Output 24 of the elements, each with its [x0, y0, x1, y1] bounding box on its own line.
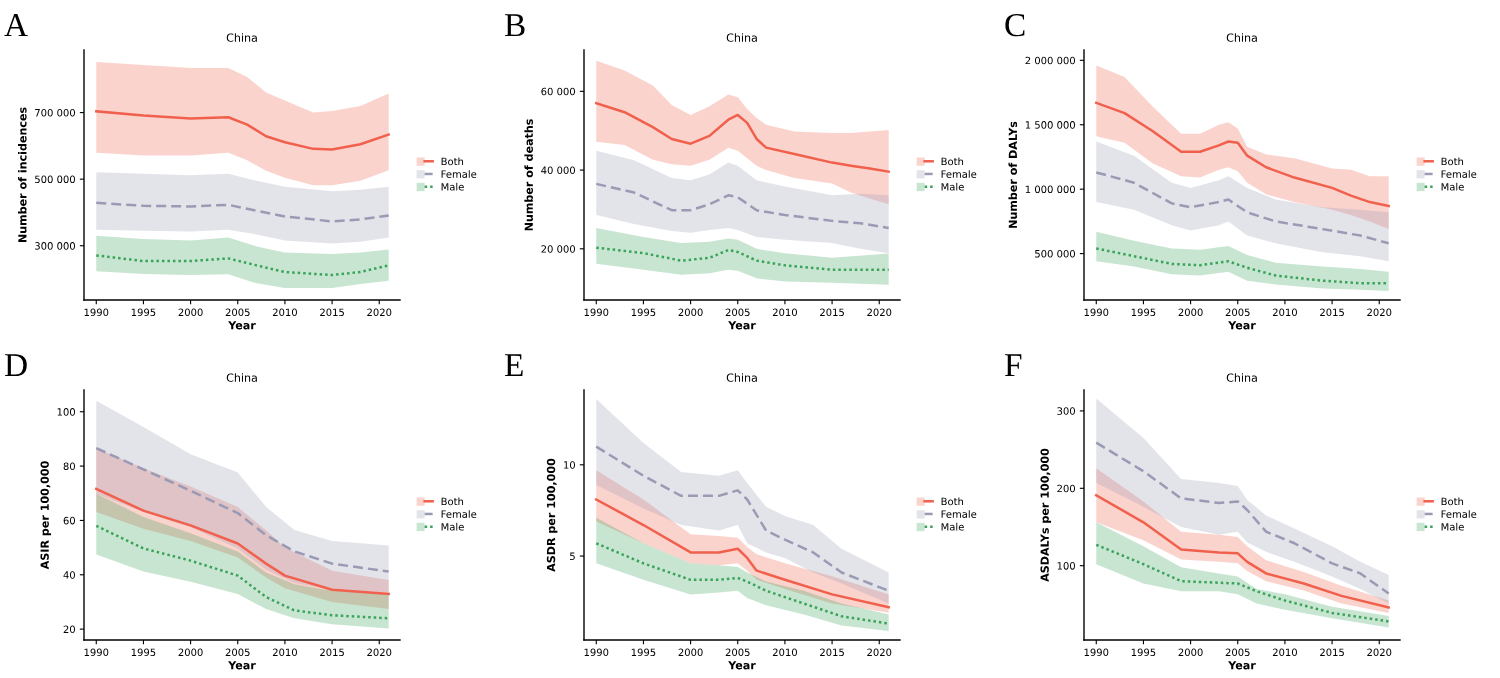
line-series	[595, 445, 890, 592]
line-series	[1095, 543, 1390, 623]
text: F	[1004, 354, 1022, 377]
line-series	[595, 542, 890, 625]
text: E	[504, 354, 523, 377]
line-series	[95, 110, 390, 151]
line-series	[595, 182, 890, 230]
line-series	[95, 446, 390, 573]
line-series	[1095, 171, 1390, 245]
line-series	[95, 524, 390, 620]
text: A	[4, 14, 28, 37]
line-series	[1095, 441, 1390, 595]
line-series	[1095, 494, 1390, 609]
text: B	[504, 14, 525, 37]
text: C	[1005, 13, 1025, 37]
line-series	[95, 487, 390, 596]
line-series	[595, 101, 890, 173]
line-series	[95, 201, 390, 223]
line-series	[95, 254, 390, 277]
line-series	[1095, 101, 1390, 208]
text: D	[4, 354, 27, 377]
line-series	[595, 498, 890, 609]
line-series	[595, 246, 890, 271]
line-series	[1095, 247, 1390, 285]
